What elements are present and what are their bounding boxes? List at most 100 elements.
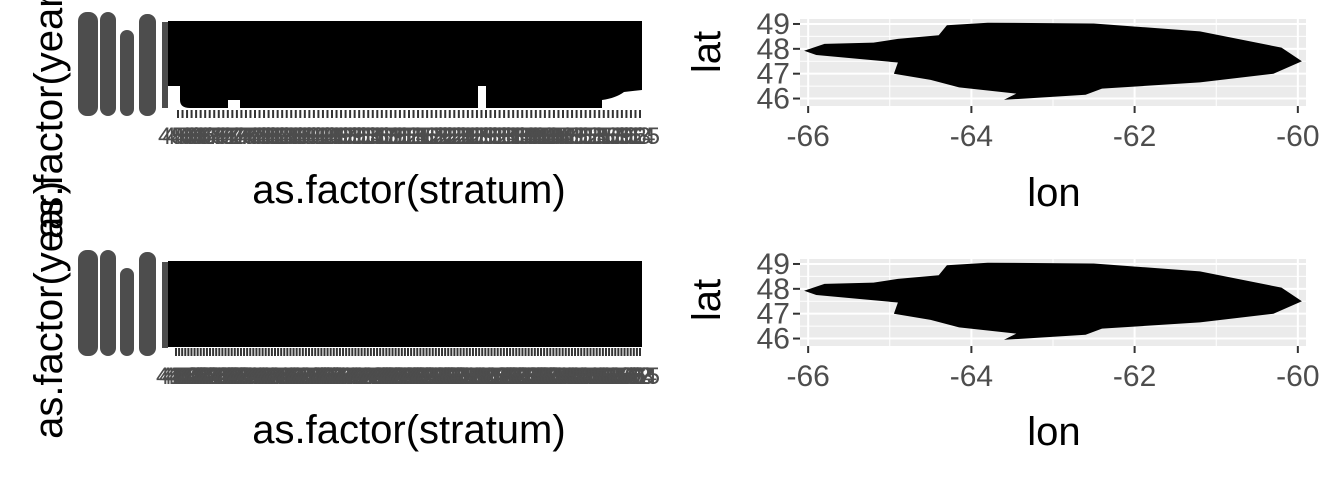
x-tick-label: 517 [471, 363, 511, 390]
y-tick-label-glyph [100, 12, 116, 116]
x-tick-label: 485 [373, 363, 413, 390]
x-tick-label: 531 [515, 363, 555, 390]
x-tick-label: 522 [487, 363, 527, 390]
x-tick-label: 545 [529, 123, 569, 150]
x-tick-label: 441 [236, 363, 276, 390]
x-tick-label: 487 [271, 123, 311, 150]
x-tick-label: 552 [561, 123, 601, 150]
x-tick-label: 443 [243, 363, 283, 390]
x-tick-label: 463 [304, 363, 344, 390]
x-tick-label: 461 [298, 363, 338, 390]
x-tick-label: 563 [611, 123, 651, 150]
x-tick-label: 560 [597, 123, 637, 150]
x-tick-label: 519 [478, 363, 518, 390]
x-tick-label: 524 [493, 363, 533, 390]
x-tick-label: 475 [217, 123, 257, 150]
x-tick-label: -62 [1113, 120, 1156, 153]
x-tick-label: 525 [439, 123, 479, 150]
x-tick-label: 482 [363, 363, 403, 390]
x-tick-label: 520 [481, 363, 521, 390]
x-tick-label: 514 [462, 363, 502, 390]
x-tick-label: 504 [344, 123, 384, 150]
x-tick-label: 455 [280, 363, 320, 390]
x-tick-label: 439 [230, 363, 270, 390]
x-tick-label: 496 [312, 123, 352, 150]
x-tick-label: 476 [221, 123, 261, 150]
y-tick-labels [78, 250, 156, 356]
x-tick-label: 506 [437, 363, 477, 390]
x-tick-label: 456 [283, 363, 323, 390]
x-tick-label: 510 [371, 123, 411, 150]
x-tick-label: 536 [489, 123, 529, 150]
x-tick-label: 542 [516, 123, 556, 150]
y-tick-label: 48 [757, 33, 790, 66]
points-mass [486, 86, 642, 108]
x-tick-label: 449 [261, 363, 301, 390]
y-tick-label-glyph [120, 30, 134, 116]
x-tick-label: 547 [538, 123, 578, 150]
x-tick-label: 438 [227, 363, 267, 390]
x-tick-label: 493 [298, 123, 338, 150]
x-tick-label: 564 [617, 363, 657, 390]
x-tick-label: 518 [407, 123, 447, 150]
x-tick-label: 497 [410, 363, 450, 390]
x-tick-label: 543 [552, 363, 592, 390]
x-tick-label: 499 [326, 123, 366, 150]
x-tick-label: 536 [530, 363, 570, 390]
x-tick-label: 468 [185, 123, 225, 150]
x-tick-label: 530 [512, 363, 552, 390]
x-tick-label: 415 [156, 363, 196, 390]
x-tick-label: 422 [178, 363, 218, 390]
x-tick-label: 512 [456, 363, 496, 390]
x-tick-label: 491 [391, 363, 431, 390]
x-tick-label: 546 [561, 363, 601, 390]
x-tick-label: 456 [163, 123, 203, 150]
x-tick-label: 526 [499, 363, 539, 390]
x-tick-label: 420 [171, 363, 211, 390]
x-tick-label: 501 [422, 363, 462, 390]
x-tick-label: 510 [450, 363, 490, 390]
x-tick-label: 523 [430, 123, 470, 150]
x-tick-label: 437 [224, 363, 264, 390]
y-tick-labels [78, 12, 156, 116]
x-tick-label: 549 [548, 123, 588, 150]
x-tick-label: 447 [255, 363, 295, 390]
x-tick-label: 507 [357, 123, 397, 150]
x-tick-label: 532 [471, 123, 511, 150]
x-tick-label: 521 [421, 123, 461, 150]
x-tick-label: 535 [484, 123, 524, 150]
x-tick-label: 470 [326, 363, 366, 390]
x-tick-label: 479 [235, 123, 275, 150]
x-tick-label: 522 [425, 123, 465, 150]
x-tick-label: 553 [583, 363, 623, 390]
x-tick-label: 513 [459, 363, 499, 390]
x-tick-label: 486 [267, 123, 307, 150]
x-tick-label: 436 [221, 363, 261, 390]
x-tick-label: 533 [475, 123, 515, 150]
y-axis-title: lat [685, 279, 729, 321]
x-tick-label: -66 [786, 360, 829, 393]
x-tick-label: 561 [602, 123, 642, 150]
x-tick-label: 547 [564, 363, 604, 390]
x-tick-label: 423 [181, 363, 221, 390]
x-tick-label: 481 [244, 123, 284, 150]
x-tick-label: 489 [280, 123, 320, 150]
x-tick-label: 550 [552, 123, 592, 150]
x-tick-label: 563 [614, 363, 654, 390]
x-tick-label: 555 [589, 363, 629, 390]
points-mass [168, 261, 642, 347]
x-tick-label: 550 [574, 363, 614, 390]
x-tick-label: 501 [335, 123, 375, 150]
x-tick-label: 520 [416, 123, 456, 150]
x-tick-label: 558 [588, 123, 628, 150]
x-tick-label: 469 [323, 363, 363, 390]
x-tick-label: 556 [579, 123, 619, 150]
x-tick-label: 557 [595, 363, 635, 390]
x-axis-title: lon [1027, 410, 1080, 454]
x-tick-label: 527 [502, 363, 542, 390]
x-tick-label: 440 [233, 363, 273, 390]
x-tick-label: 477 [348, 363, 388, 390]
x-tick-label: 492 [394, 363, 434, 390]
